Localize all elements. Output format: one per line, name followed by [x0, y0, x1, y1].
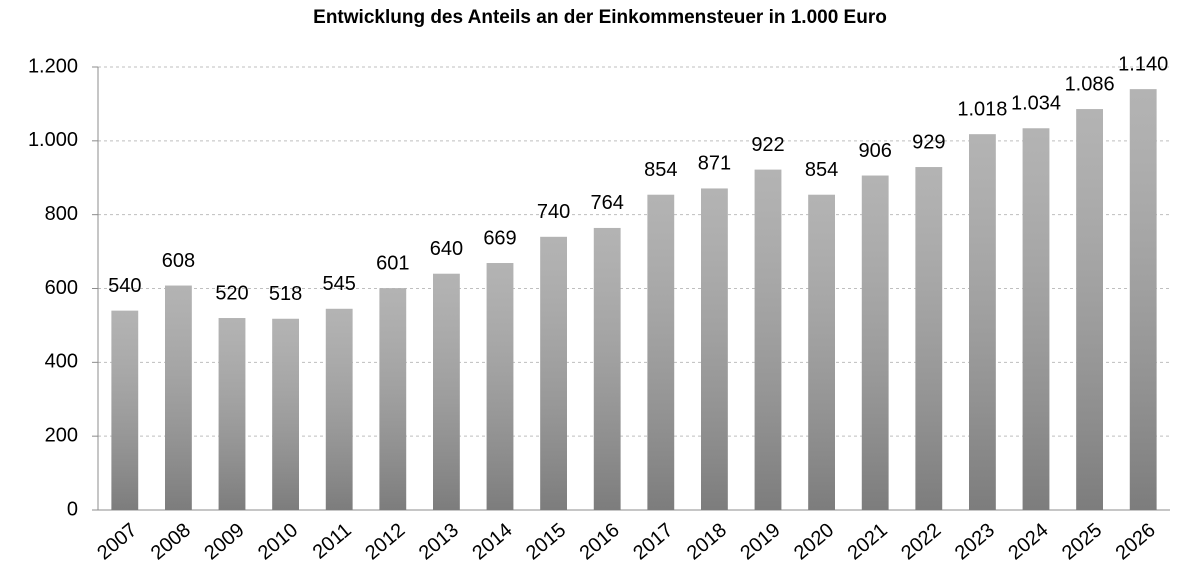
- value-label: 640: [430, 238, 463, 260]
- x-tick-label: 2011: [309, 519, 356, 564]
- x-tick-label: 2014: [468, 519, 516, 564]
- bar: [808, 194, 835, 510]
- bar: [433, 273, 460, 510]
- value-label: 854: [805, 159, 838, 181]
- value-label: 906: [859, 140, 892, 162]
- bar: [969, 134, 996, 510]
- value-label: 601: [376, 252, 409, 274]
- y-tick-label: 1.000: [28, 129, 78, 151]
- bar: [272, 318, 299, 510]
- x-tick-label: 2009: [200, 519, 248, 564]
- value-label: 929: [912, 131, 945, 153]
- value-label: 545: [323, 273, 356, 295]
- value-label: 871: [698, 153, 731, 175]
- value-label: 540: [108, 275, 141, 297]
- value-label: 1.086: [1065, 73, 1115, 95]
- bar: [540, 236, 567, 511]
- chart-title: Entwicklung des Anteils an der Einkommen…: [313, 7, 887, 28]
- bar: [701, 188, 728, 511]
- y-tick-label: 0: [67, 498, 78, 520]
- bar: [325, 308, 353, 510]
- x-tick-label: 2013: [415, 519, 463, 564]
- bar: [486, 263, 514, 510]
- x-tick-label: 2021: [844, 519, 892, 564]
- value-label: 669: [483, 227, 516, 249]
- bar: [915, 167, 943, 510]
- value-label: 1.018: [957, 98, 1007, 120]
- bar: [647, 194, 675, 510]
- x-tick-label: 2015: [522, 519, 570, 564]
- y-tick-label: 600: [45, 277, 78, 299]
- value-label: 1.140: [1118, 53, 1168, 75]
- x-tick-label: 2018: [683, 519, 731, 564]
- value-label: 854: [644, 159, 677, 181]
- bar: [165, 285, 192, 510]
- x-tick-label: 2025: [1058, 519, 1106, 564]
- bar: [1076, 109, 1103, 511]
- value-label: 608: [162, 250, 195, 272]
- value-label: 922: [751, 134, 784, 156]
- value-label: 518: [269, 283, 302, 305]
- y-tick-label: 200: [45, 424, 78, 446]
- y-tick-label: 1.200: [28, 55, 78, 77]
- x-tick-label: 2017: [629, 519, 677, 564]
- bar: [1129, 89, 1157, 511]
- x-tick-label: 2012: [361, 519, 409, 564]
- y-tick-label: 400: [45, 351, 78, 373]
- bar: [861, 175, 889, 510]
- y-tick-label: 800: [45, 203, 78, 225]
- value-label: 740: [537, 201, 570, 223]
- bar: [754, 169, 782, 510]
- bar: [1022, 128, 1050, 510]
- x-tick-label: 2019: [736, 519, 784, 564]
- value-label: 1.034: [1011, 93, 1061, 115]
- x-tick-label: 2016: [576, 519, 624, 564]
- x-tick-label: 2022: [897, 519, 945, 564]
- bar: [111, 310, 139, 510]
- bar: [379, 288, 407, 510]
- x-tick-label: 2007: [93, 519, 141, 564]
- x-tick-label: 2008: [147, 519, 195, 564]
- value-label: 520: [215, 282, 248, 304]
- x-tick-label: 2024: [1004, 519, 1052, 564]
- x-tick-label: 2023: [951, 519, 999, 564]
- value-label: 764: [591, 192, 624, 214]
- bar: [593, 227, 621, 510]
- x-tick-label: 2020: [790, 519, 838, 564]
- bar: [218, 318, 246, 510]
- x-tick-label: 2026: [1112, 519, 1160, 564]
- x-tick-label: 2010: [254, 519, 302, 564]
